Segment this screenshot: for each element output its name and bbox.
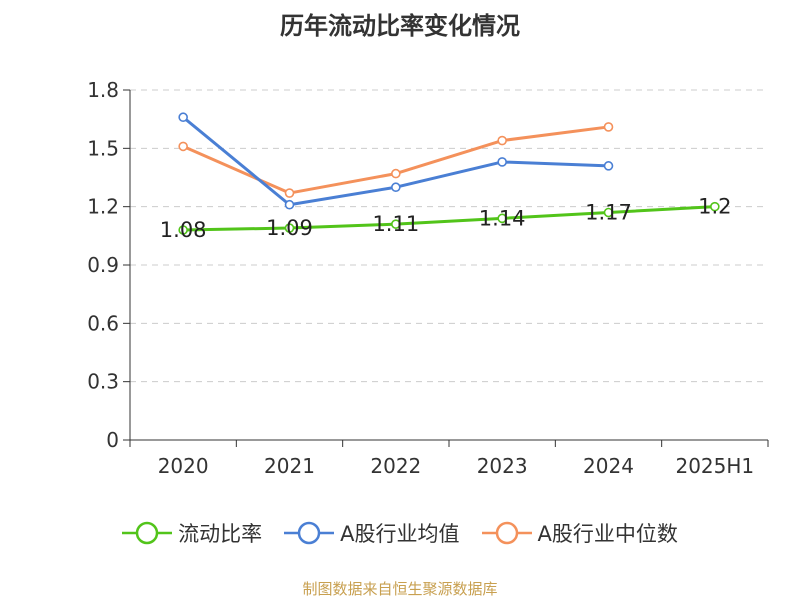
data-point	[497, 213, 507, 224]
legend-label: A股行业均值	[340, 522, 460, 546]
data-point	[178, 141, 188, 152]
x-tick-label: 2020	[158, 454, 209, 478]
y-tick-label: 0.3	[87, 370, 119, 394]
legend-line-circle-icon	[284, 521, 335, 545]
legend-item[interactable]: 流动比率	[122, 518, 262, 548]
y-tick-label: 1.2	[87, 195, 119, 219]
data-point	[284, 199, 295, 210]
data-point	[284, 223, 295, 233]
legend-line-circle-icon	[481, 521, 532, 545]
x-tick-label: 2025H1	[675, 454, 754, 478]
data-point	[391, 219, 401, 229]
y-tick-label: 0.6	[87, 311, 119, 335]
data-point	[603, 207, 614, 218]
data-point	[710, 201, 720, 212]
data-label: 1.08	[160, 218, 207, 242]
x-tick-label: 2024	[583, 454, 634, 478]
legend-label: A股行业中位数	[537, 522, 678, 546]
data-point	[603, 161, 614, 171]
y-tick-label: 0.9	[87, 253, 119, 277]
line-chart: 0 0.3 0.6 0.9 1.2 1.5 1.8 2020 2021 2022 2023 2024 2…	[87, 78, 769, 478]
data-point	[497, 157, 507, 167]
data-point	[497, 135, 507, 146]
series-line-0	[183, 205, 715, 232]
y-tick-label: 0	[106, 428, 119, 452]
x-tick-label: 2022	[370, 454, 421, 478]
source-note: 制图数据来自恒生聚源数据库	[302, 580, 498, 598]
legend-item[interactable]: A股行业中位数	[481, 518, 678, 548]
y-tick-label: 1.5	[87, 136, 119, 160]
x-tick-label: 2023	[477, 454, 528, 478]
legend-item[interactable]: A股行业均值	[284, 518, 460, 548]
legend: 流动比率 A股行业均值 A股行业中位数	[0, 518, 800, 548]
chart-title: 历年流动比率变化情况	[280, 12, 520, 40]
data-point	[178, 112, 188, 123]
data-label: 1.17	[585, 201, 632, 225]
data-point	[178, 225, 188, 235]
data-label: 1.2	[698, 195, 731, 219]
data-point	[391, 182, 401, 193]
data-label: 1.09	[266, 216, 313, 240]
y-tick-label: 1.8	[87, 78, 119, 102]
data-point	[391, 168, 401, 179]
legend-label: 流动比率	[178, 522, 263, 546]
legend-line-circle-icon	[122, 521, 173, 545]
data-point	[284, 188, 295, 198]
data-label: 1.11	[372, 212, 419, 236]
x-tick-label: 2021	[264, 454, 315, 478]
data-label: 1.14	[479, 206, 526, 230]
data-point	[603, 122, 614, 132]
